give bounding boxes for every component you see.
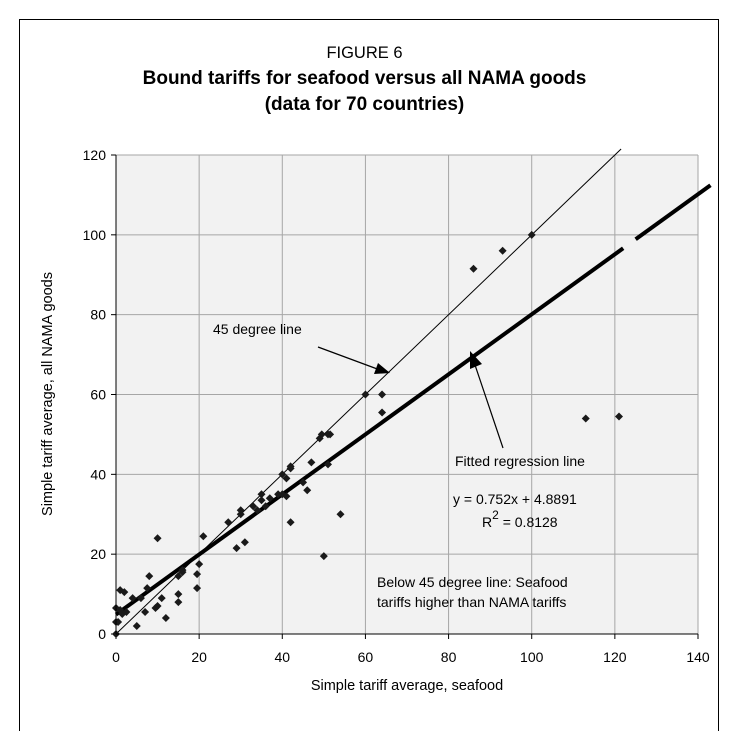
data-point (286, 462, 295, 471)
data-point (141, 608, 150, 617)
data-point (145, 572, 154, 581)
y-tick-label: 20 (90, 546, 106, 562)
x-tick-label: 60 (358, 649, 374, 665)
data-point (265, 494, 274, 503)
data-point (469, 264, 478, 273)
data-point (286, 518, 295, 527)
arrow-regression-head (470, 351, 482, 369)
data-point (361, 390, 370, 399)
data-point (307, 458, 316, 467)
annotation-below-line-2: tariffs higher than NAMA tariffs (377, 594, 566, 610)
data-point (615, 412, 624, 421)
grid (116, 154, 699, 634)
data-point (336, 510, 345, 519)
data-point (236, 506, 245, 515)
regression-line (114, 246, 625, 617)
annotation-below-line-1: Below 45 degree line: Seafood (377, 574, 568, 590)
x-tick-label: 0 (112, 649, 120, 665)
data-point (257, 490, 266, 499)
data-point (174, 590, 183, 599)
data-point (299, 478, 308, 487)
arrow-45-degree-head (374, 363, 390, 374)
regression-line-extension (634, 183, 712, 241)
data-point (317, 430, 326, 439)
data-point (282, 474, 291, 483)
data-point (178, 566, 187, 575)
chart-title-line-1: Bound tariffs for seafood versus all NAM… (142, 68, 587, 89)
data-point (199, 532, 208, 541)
chart-title: Bound tariffs for seafood versus all NAM… (0, 66, 729, 118)
r-squared-exponent: 2 (492, 508, 499, 522)
data-point (249, 502, 258, 511)
r-squared-value: = 0.8128 (499, 514, 558, 530)
x-tick-label: 140 (686, 649, 710, 665)
data-points (112, 230, 624, 638)
y-axis-label: Simple tariff average, all NAMA goods (40, 272, 56, 516)
fit-lines (114, 148, 712, 635)
data-point (257, 496, 266, 505)
data-point (161, 614, 170, 623)
x-tick-label: 100 (520, 649, 544, 665)
x-tick-label: 20 (191, 649, 207, 665)
data-point (324, 460, 333, 469)
data-point (232, 544, 241, 553)
y-tick-label: 40 (90, 466, 106, 482)
y-tick-label: 120 (83, 147, 107, 163)
data-point (120, 588, 129, 597)
data-point (274, 490, 283, 499)
data-point (132, 622, 141, 631)
data-point (527, 230, 536, 239)
y-tick-label: 0 (98, 626, 106, 642)
annotations: 45 degree line Fitted regression line y … (213, 321, 585, 610)
chart-title-line-2: (data for 70 countries) (264, 94, 465, 115)
y-tick-label: 60 (90, 387, 106, 403)
annotation-regression: Fitted regression line (455, 453, 585, 469)
annotation-45-degree: 45 degree line (213, 321, 302, 337)
data-point (128, 594, 137, 603)
data-point (282, 492, 291, 501)
data-point (157, 594, 166, 603)
data-point (153, 534, 162, 543)
r-squared: R2 = 0.8128 (482, 508, 558, 530)
data-point (136, 594, 145, 603)
data-point (261, 502, 270, 511)
data-point (581, 414, 590, 423)
data-point (303, 486, 312, 495)
data-point (224, 518, 233, 527)
data-point (498, 246, 507, 255)
figure-frame (19, 19, 719, 731)
data-point (326, 430, 335, 439)
x-tick-label: 40 (274, 649, 290, 665)
y-tick-labels: 0 20 40 60 80 100 120 (83, 147, 116, 642)
data-point (153, 602, 162, 611)
regression-equation: y = 0.752x + 4.8891 (453, 491, 577, 507)
x-axis-label: Simple tariff average, seafood (311, 678, 503, 694)
x-tick-label: 80 (441, 649, 457, 665)
data-point (195, 560, 204, 569)
r-squared-symbol: R (482, 514, 492, 530)
x-tick-label: 120 (603, 649, 627, 665)
arrow-45-degree-shaft (317, 346, 381, 371)
data-point (319, 552, 328, 561)
data-point (193, 584, 202, 593)
data-point (378, 390, 387, 399)
data-point (240, 538, 249, 547)
arrow-regression-shaft (473, 361, 504, 449)
data-point (143, 584, 152, 593)
data-point (378, 408, 387, 417)
data-point (253, 506, 262, 515)
y-tick-label: 80 (90, 307, 106, 323)
data-point (193, 570, 202, 579)
data-point (278, 470, 287, 479)
y-tick-label: 100 (83, 227, 107, 243)
data-point (122, 608, 131, 617)
data-point (174, 598, 183, 607)
figure-label: FIGURE 6 (326, 44, 403, 62)
data-point (174, 572, 183, 581)
x-tick-labels: 0 20 40 60 80 100 120 140 (112, 634, 710, 665)
